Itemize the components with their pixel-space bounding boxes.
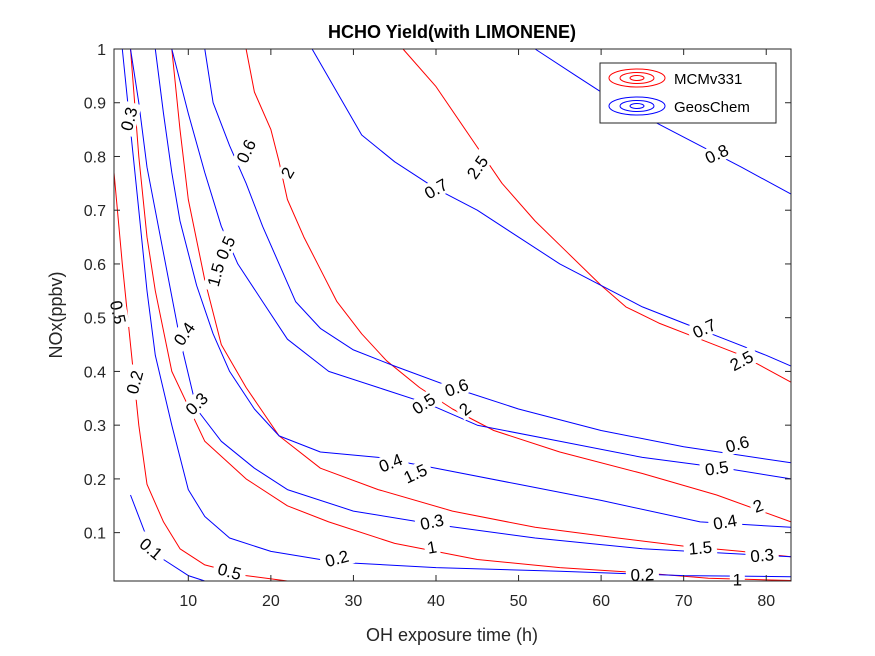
legend-label-mcmv331: MCMv331 <box>674 71 742 88</box>
y-tick-label-4: 0.5 <box>84 311 106 328</box>
contour-geoschem-0p4 <box>154 48 792 528</box>
contour-label-mcmv331-1p5-2: 1.5 <box>688 538 713 559</box>
x-tick-label-7: 80 <box>757 593 775 610</box>
legend-entry-mcmv331: MCMv331 <box>608 68 742 88</box>
legend-swatch-mcmv331-icon <box>608 68 666 88</box>
y-tick-label-2: 0.3 <box>84 418 106 435</box>
x-tick-label-3: 40 <box>427 593 445 610</box>
y-tick-label-8: 0.9 <box>84 96 106 113</box>
contour-geoschem-0p7 <box>311 48 792 367</box>
x-tick-label-0: 10 <box>179 593 197 610</box>
contour-label-mcmv331-0p5-0: 0.5 <box>106 299 129 326</box>
y-tick-label-0: 0.1 <box>84 526 106 543</box>
x-tick-label-6: 70 <box>675 593 693 610</box>
contours-layer <box>113 48 792 582</box>
contour-label-mcmv331-1-0: 1 <box>426 537 439 557</box>
legend-entry-geoschem: GeosChem <box>608 96 750 116</box>
legend-swatch-geoschem-icon <box>608 96 666 116</box>
x-axis-label: OH exposure time (h) <box>366 625 538 645</box>
contour-mcmv331-2 <box>245 48 792 523</box>
y-tick-label-6: 0.7 <box>84 203 106 220</box>
contour-geoschem-0p3 <box>130 48 792 558</box>
contour-geoschem-0p5 <box>171 48 792 480</box>
y-tick-label-9: 1 <box>97 42 106 59</box>
y-tick-label-3: 0.4 <box>84 364 106 381</box>
chart-title: HCHO Yield(with LIMONENE) <box>328 22 576 42</box>
contour-label-geoschem-0p4-2: 0.4 <box>712 511 739 534</box>
contour-label-geoschem-0p2-2: 0.2 <box>630 565 654 585</box>
plot-area <box>114 49 791 581</box>
x-tick-label-4: 50 <box>510 593 528 610</box>
plot-frame <box>113 48 792 582</box>
contour-label-geoschem-0p5-2: 0.5 <box>704 458 730 480</box>
contour-geoschem-0p8 <box>534 48 792 195</box>
y-axis-label: NOx(ppbv) <box>46 271 66 358</box>
contour-label-geoschem-0p3-2: 0.3 <box>418 511 445 534</box>
contour-label-geoschem-0p3-3: 0.3 <box>750 545 775 566</box>
x-tick-label-2: 30 <box>345 593 363 610</box>
ticks-layer: 10 20 30 40 50 60 70 80 0.1 0.2 0.3 0.4 0.5 0.6 0.7 0.8… <box>84 42 791 610</box>
contour-labels-layer: 0.50.5111.51.51.52222.52.50.10.20.20.20.… <box>106 100 780 589</box>
x-tick-label-1: 20 <box>262 593 280 610</box>
y-tick-label-1: 0.2 <box>84 472 106 489</box>
contour-mcmv331-1p5 <box>171 48 792 558</box>
y-tick-label-5: 0.6 <box>84 257 106 274</box>
legend-label-geoschem: GeosChem <box>674 99 750 116</box>
contour-mcmv331-1 <box>130 48 792 581</box>
contour-mcmv331-2p5 <box>402 48 792 383</box>
x-tick-label-5: 60 <box>592 593 610 610</box>
legend: MCMv331 GeosChem <box>599 62 777 124</box>
y-tick-label-7: 0.8 <box>84 149 106 166</box>
contour-geoschem-0p2 <box>121 48 792 578</box>
contour-label-mcmv331-1-1: 1 <box>733 570 742 589</box>
